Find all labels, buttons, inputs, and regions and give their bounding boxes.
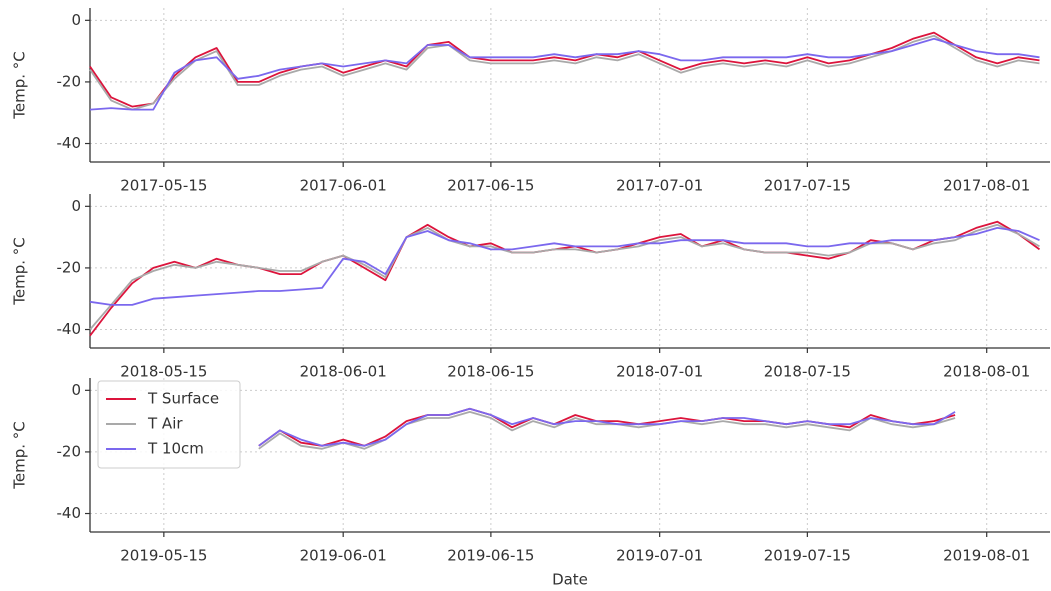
x-tick-label: 2018-07-15 [764, 363, 851, 381]
x-tick-label: 2017-05-15 [120, 177, 207, 195]
x-tick-label: 2017-06-15 [447, 177, 534, 195]
x-tick-label: 2019-06-01 [300, 547, 387, 565]
y-tick-label: 0 [71, 381, 81, 399]
x-tick-label: 2017-06-01 [300, 177, 387, 195]
series-line [89, 34, 1040, 111]
x-tick-label: 2017-07-01 [616, 177, 703, 195]
legend-box [97, 380, 241, 469]
y-tick-label: -40 [57, 504, 82, 522]
y-tick-label: -40 [57, 320, 82, 338]
x-axis-label: Date [552, 571, 588, 589]
x-tick-label: 2019-07-15 [764, 547, 851, 565]
series-line [89, 227, 1040, 306]
y-axis-label: Temp. °C [11, 237, 29, 306]
series-line [89, 223, 1040, 331]
y-tick-label: -20 [57, 72, 82, 90]
x-tick-label: 2018-08-01 [943, 363, 1030, 381]
series-line [258, 407, 956, 447]
x-tick-label: 2017-07-15 [764, 177, 851, 195]
x-tick-label: 2017-08-01 [943, 177, 1030, 195]
x-tick-label: 2019-05-15 [120, 547, 207, 565]
legend-label: T Surface [147, 390, 219, 408]
x-tick-label: 2018-06-15 [447, 363, 534, 381]
series-line [89, 220, 1041, 337]
x-tick-label: 2019-08-01 [943, 547, 1030, 565]
x-tick-label: 2018-05-15 [120, 363, 207, 381]
y-tick-label: -40 [57, 134, 82, 152]
series-line [258, 411, 956, 450]
y-tick-label: 0 [71, 11, 81, 29]
series-line [89, 31, 1040, 108]
x-tick-label: 2019-07-01 [616, 547, 703, 565]
series-line [89, 37, 1040, 111]
y-tick-label: -20 [57, 258, 82, 276]
legend-label: T 10cm [147, 440, 204, 458]
y-axis-label: Temp. °C [11, 51, 29, 120]
legend-label: T Air [147, 415, 183, 433]
y-axis-label: Temp. °C [11, 421, 29, 490]
x-tick-label: 2018-06-01 [300, 363, 387, 381]
x-tick-label: 2018-07-01 [616, 363, 703, 381]
y-tick-label: -20 [57, 442, 82, 460]
series-line [258, 407, 956, 447]
legend: T Surface T Air T 10cm [97, 380, 241, 469]
x-tick-label: 2019-06-15 [447, 547, 534, 565]
y-tick-label: 0 [71, 197, 81, 215]
